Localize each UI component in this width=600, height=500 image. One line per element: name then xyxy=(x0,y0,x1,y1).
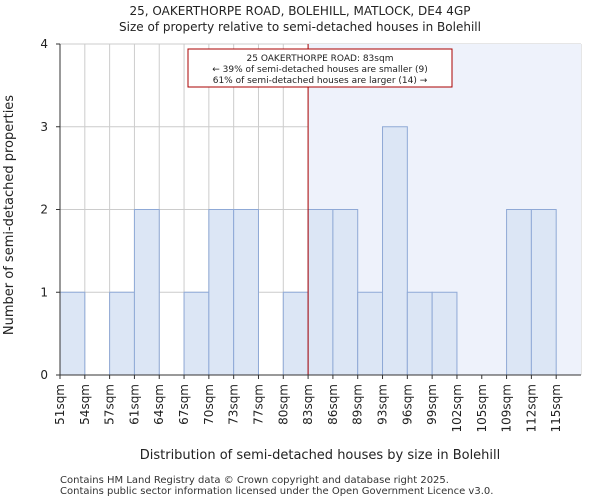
x-tick-label-83sqm: 83sqm xyxy=(301,384,315,425)
x-tick-label-99sqm: 99sqm xyxy=(425,384,439,425)
bar-61sqm xyxy=(133,209,160,376)
y-ticks: 0 1 2 3 4 xyxy=(40,37,60,382)
annotation-border xyxy=(187,48,453,88)
bar-70sqm xyxy=(208,209,235,376)
y-tick-label-2: 2 xyxy=(40,203,48,217)
footer-line-1: Contains HM Land Registry data © Crown c… xyxy=(60,475,449,486)
footer-line-2: Contains public sector information licen… xyxy=(60,486,493,497)
x-tick-label-57sqm: 57sqm xyxy=(103,384,117,425)
x-tick-label-89sqm: 89sqm xyxy=(351,384,365,425)
annotation-box: 25 OAKERTHORPE ROAD: 83sqm ← 39% of semi… xyxy=(187,48,453,88)
y-tick-label-1: 1 xyxy=(40,285,48,299)
y-tick-label-4: 4 xyxy=(40,37,48,51)
bar-57sqm xyxy=(109,291,135,376)
bar-96sqm xyxy=(406,291,433,376)
x-tick-label-51sqm: 51sqm xyxy=(53,384,67,425)
bar-93sqm xyxy=(382,126,408,376)
x-tick-label-102sqm: 102sqm xyxy=(450,384,464,432)
x-tick-label-54sqm: 54sqm xyxy=(78,384,92,425)
x-ticks: 51sqm 54sqm 57sqm 61sqm 64sqm 67sqm 70sqm 73sqm… xyxy=(53,375,563,432)
x-axis-label: Distribution of semi-detached houses by … xyxy=(140,448,501,463)
chart-title: 25, OAKERTHORPE ROAD, BOLEHILL, MATLOCK,… xyxy=(130,4,471,18)
y-axis-label: Number of semi-detached properties xyxy=(2,95,17,335)
x-tick-label-67sqm: 67sqm xyxy=(177,384,191,425)
y-tick-label-3: 3 xyxy=(40,120,48,134)
bar-73sqm xyxy=(233,209,259,376)
annotation-line-2: ← 39% of semi-detached houses are smalle… xyxy=(212,65,428,75)
x-tick-label-109sqm: 109sqm xyxy=(500,384,514,432)
x-tick-label-93sqm: 93sqm xyxy=(376,384,390,425)
bar-83sqm xyxy=(307,209,334,376)
bar-51sqm xyxy=(59,291,86,376)
x-tick-label-86sqm: 86sqm xyxy=(326,384,340,425)
bar-80sqm xyxy=(282,291,309,376)
x-tick-label-77sqm: 77sqm xyxy=(251,384,265,425)
bars-layer xyxy=(59,126,557,376)
bar-112sqm xyxy=(530,209,557,376)
bar-89sqm xyxy=(357,291,384,376)
x-tick-label-115sqm: 115sqm xyxy=(549,384,563,432)
x-tick-label-70sqm: 70sqm xyxy=(202,384,216,425)
x-tick-label-80sqm: 80sqm xyxy=(276,384,290,425)
bar-109sqm xyxy=(506,209,532,376)
x-tick-label-61sqm: 61sqm xyxy=(127,384,141,425)
bar-99sqm xyxy=(431,291,458,376)
x-tick-label-96sqm: 96sqm xyxy=(400,384,414,425)
x-tick-label-112sqm: 112sqm xyxy=(524,384,538,432)
bar-86sqm xyxy=(332,209,359,376)
annotation-line-3: 61% of semi-detached houses are larger (… xyxy=(213,76,428,86)
x-tick-label-64sqm: 64sqm xyxy=(152,384,166,425)
chart-subtitle: Size of property relative to semi-detach… xyxy=(119,20,481,34)
y-tick-label-0: 0 xyxy=(40,368,48,382)
annotation-line-1: 25 OAKERTHORPE ROAD: 83sqm xyxy=(247,54,394,64)
x-tick-label-73sqm: 73sqm xyxy=(227,384,241,425)
bar-67sqm xyxy=(183,291,210,376)
x-tick-label-105sqm: 105sqm xyxy=(475,384,489,432)
